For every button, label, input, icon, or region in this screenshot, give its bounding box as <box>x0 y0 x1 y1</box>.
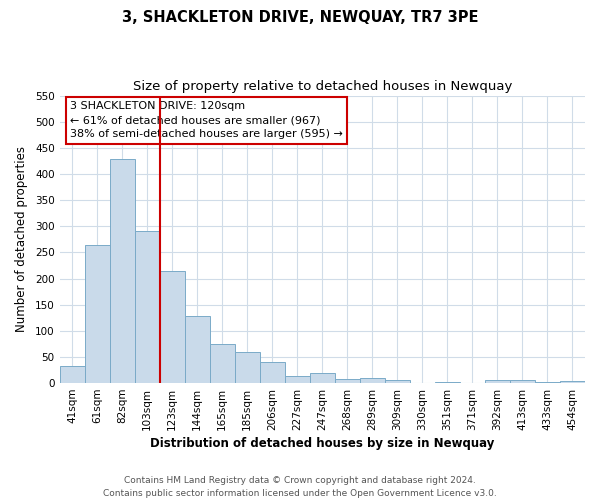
Bar <box>110 160 134 383</box>
Text: 3, SHACKLETON DRIVE, NEWQUAY, TR7 3PE: 3, SHACKLETON DRIVE, NEWQUAY, TR7 3PE <box>122 10 478 25</box>
Bar <box>185 316 209 383</box>
Bar <box>560 381 585 383</box>
Text: Contains HM Land Registry data © Crown copyright and database right 2024.
Contai: Contains HM Land Registry data © Crown c… <box>103 476 497 498</box>
Bar <box>435 382 460 383</box>
Bar <box>535 382 560 383</box>
Bar <box>260 362 285 383</box>
Title: Size of property relative to detached houses in Newquay: Size of property relative to detached ho… <box>133 80 512 93</box>
Bar <box>460 382 485 383</box>
Bar <box>134 231 160 383</box>
Bar <box>285 376 310 383</box>
Bar <box>59 366 85 383</box>
Bar <box>160 270 185 383</box>
Bar <box>310 372 335 383</box>
Bar <box>385 380 410 383</box>
Bar <box>235 352 260 383</box>
Bar <box>485 380 510 383</box>
Bar <box>360 378 385 383</box>
Text: 3 SHACKLETON DRIVE: 120sqm
← 61% of detached houses are smaller (967)
38% of sem: 3 SHACKLETON DRIVE: 120sqm ← 61% of deta… <box>70 102 343 140</box>
Bar <box>209 344 235 383</box>
Y-axis label: Number of detached properties: Number of detached properties <box>15 146 28 332</box>
Bar <box>510 380 535 383</box>
Bar <box>335 379 360 383</box>
Bar <box>85 244 110 383</box>
X-axis label: Distribution of detached houses by size in Newquay: Distribution of detached houses by size … <box>150 437 494 450</box>
